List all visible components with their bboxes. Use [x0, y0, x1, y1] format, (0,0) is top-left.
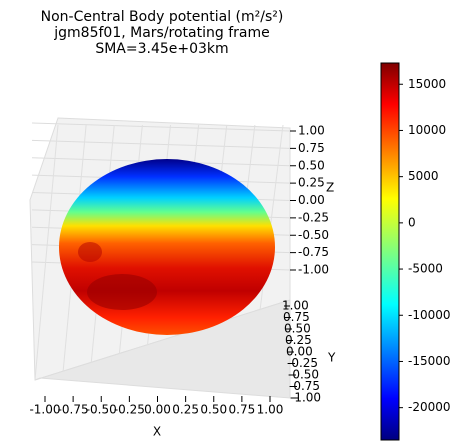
colorbar-tick-label: 0 — [408, 215, 416, 229]
surface-feature — [87, 274, 157, 310]
surface-feature — [78, 242, 102, 262]
x-tick-label: -0.25 — [114, 403, 145, 417]
colorbar-tick-label: 10000 — [408, 123, 446, 137]
y-tick-label: 0.25 — [285, 333, 312, 347]
x-tick-label: 0.00 — [144, 403, 171, 417]
title-line: Non-Central Body potential (m²/s²) — [41, 9, 284, 25]
x-tick-label: 0.50 — [200, 403, 227, 417]
title: Non-Central Body potential (m²/s²) jgm85… — [41, 9, 284, 57]
x-tick-label: 0.75 — [229, 403, 256, 417]
y-axis-label: Y — [327, 351, 336, 365]
z-tick-label: 0.75 — [298, 141, 325, 155]
grid-line — [31, 122, 291, 132]
colorbar-tick-label: -5000 — [408, 262, 443, 276]
z-tick-label: -1.00 — [298, 263, 329, 277]
colorbar-tick-label: -20000 — [408, 400, 451, 414]
z-tick-label: 0.00 — [298, 193, 325, 207]
y-tick-label: 0.00 — [286, 345, 313, 359]
y-tick-label: -0.75 — [289, 379, 320, 393]
z-tick-label: -0.75 — [298, 245, 329, 259]
z-tick-label: -0.25 — [298, 210, 329, 224]
z-tick-label: 0.25 — [298, 176, 325, 190]
z-axis-label: Z — [326, 181, 334, 195]
y-tick-label: 0.75 — [283, 310, 310, 324]
z-tick-label: -0.50 — [298, 228, 329, 242]
x-tick-label: -0.50 — [86, 403, 117, 417]
grid-line — [34, 124, 59, 381]
y-tick-label: -0.25 — [287, 356, 318, 370]
x-axis-label: X — [153, 425, 161, 439]
colorbar — [380, 62, 400, 441]
x-tick-label: -1.00 — [29, 403, 60, 417]
colorbar-tick-label: -15000 — [408, 354, 451, 368]
x-tick-label: 0.25 — [172, 403, 199, 417]
x-tick-label: -0.75 — [58, 403, 89, 417]
x-tick-label: 1.00 — [257, 403, 284, 417]
title-line: SMA=3.45e+03km — [95, 41, 228, 57]
grid-line — [31, 139, 291, 149]
y-tick-label: -0.50 — [288, 368, 319, 382]
colorbar-tick-label: -10000 — [408, 308, 451, 322]
y-tick-label: -1.00 — [290, 391, 321, 405]
colorbar-tick-label: 15000 — [408, 77, 446, 91]
title-line: jgm85f01, Mars/rotating frame — [53, 25, 269, 41]
y-tick-label: 1.00 — [282, 299, 309, 313]
colorbar-tick-label: 5000 — [408, 169, 439, 183]
z-tick-label: 1.00 — [298, 124, 325, 138]
z-tick-label: 0.50 — [298, 158, 325, 172]
y-tick-label: 0.50 — [284, 322, 311, 336]
